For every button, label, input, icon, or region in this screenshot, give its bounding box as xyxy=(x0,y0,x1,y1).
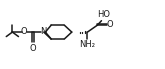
Text: O: O xyxy=(106,20,113,29)
Text: NH₂: NH₂ xyxy=(80,40,95,49)
Text: O: O xyxy=(30,44,36,53)
Text: HO: HO xyxy=(98,10,110,19)
Text: O: O xyxy=(21,27,28,36)
Text: N: N xyxy=(41,27,47,36)
